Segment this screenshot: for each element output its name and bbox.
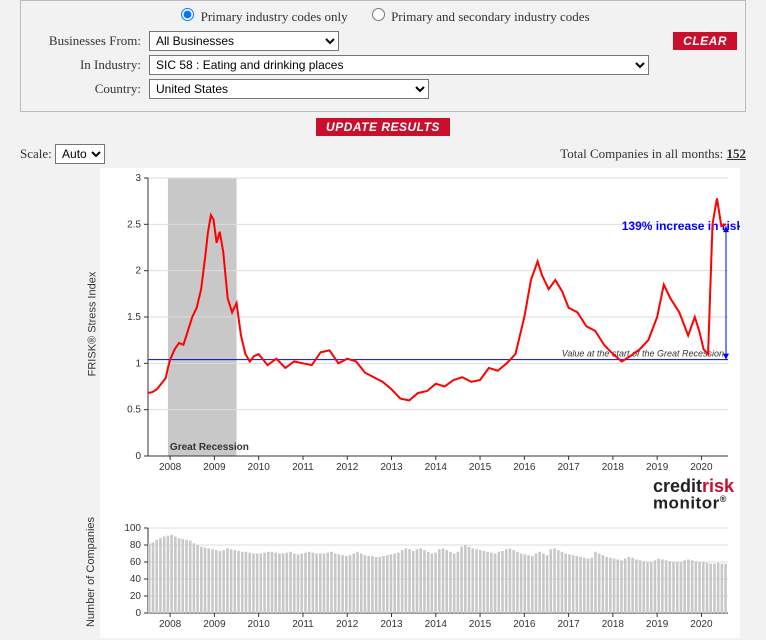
- svg-text:2008: 2008: [159, 462, 182, 473]
- radio-primary-only[interactable]: Primary industry codes only: [176, 9, 350, 24]
- svg-text:2011: 2011: [292, 462, 314, 473]
- svg-text:2010: 2010: [248, 619, 271, 630]
- country-label: Country:: [29, 81, 149, 97]
- svg-text:2019: 2019: [646, 462, 669, 473]
- company-count-chart: 0 20 40 60 80 100 2008 2009 2010 2011 2012 2013 2014…: [100, 518, 740, 638]
- svg-text:2: 2: [135, 266, 141, 277]
- svg-text:2020: 2020: [690, 619, 713, 630]
- svg-text:1: 1: [135, 358, 141, 369]
- svg-text:2008: 2008: [159, 619, 182, 630]
- in-industry-label: In Industry:: [29, 57, 149, 73]
- svg-text:2013: 2013: [380, 619, 403, 630]
- svg-text:Great Recession: Great Recession: [170, 442, 249, 453]
- svg-text:2014: 2014: [425, 462, 448, 473]
- svg-text:100: 100: [124, 523, 141, 534]
- businesses-from-select[interactable]: All Businesses: [149, 31, 339, 51]
- svg-text:2014: 2014: [425, 619, 448, 630]
- svg-text:2017: 2017: [557, 462, 580, 473]
- svg-text:2018: 2018: [602, 619, 625, 630]
- svg-text:2.5: 2.5: [127, 219, 141, 230]
- svg-text:2018: 2018: [602, 462, 625, 473]
- svg-text:1.5: 1.5: [127, 312, 141, 323]
- svg-text:2016: 2016: [513, 619, 536, 630]
- businesses-from-label: Businesses From:: [29, 33, 149, 49]
- scale-label: Scale:: [20, 146, 52, 161]
- country-select[interactable]: United States: [149, 79, 429, 99]
- total-companies-value[interactable]: 152: [727, 146, 747, 161]
- svg-text:2011: 2011: [292, 619, 314, 630]
- main-chart-ylabel: FRISK® Stress Index: [86, 272, 98, 377]
- svg-text:20: 20: [130, 591, 142, 602]
- svg-text:2010: 2010: [248, 462, 271, 473]
- brand-logo: creditrisk monitor®: [653, 478, 734, 512]
- code-scope-radios: Primary industry codes only Primary and …: [29, 5, 737, 25]
- svg-text:2009: 2009: [203, 619, 226, 630]
- lower-chart-ylabel: Number of Companies: [85, 517, 97, 627]
- scale-select[interactable]: Auto: [55, 144, 105, 164]
- svg-text:0.5: 0.5: [127, 405, 141, 416]
- frisk-stress-chart: 0 0.5 1 1.5 2 2.5 3 2008 2009 2010 2011 2012 2013 201…: [100, 168, 740, 478]
- radio-primary-secondary[interactable]: Primary and secondary industry codes: [367, 9, 590, 24]
- svg-text:0: 0: [135, 451, 141, 462]
- svg-text:2012: 2012: [336, 619, 359, 630]
- charts-container: FRISK® Stress Index 00.511.522.532008200…: [100, 168, 740, 638]
- svg-text:2020: 2020: [690, 462, 713, 473]
- svg-text:2012: 2012: [336, 462, 359, 473]
- svg-text:2009: 2009: [203, 462, 226, 473]
- svg-text:60: 60: [130, 557, 142, 568]
- svg-text:2017: 2017: [557, 619, 580, 630]
- svg-text:2015: 2015: [469, 619, 492, 630]
- svg-text:80: 80: [130, 540, 142, 551]
- svg-text:3: 3: [135, 173, 141, 184]
- in-industry-select[interactable]: SIC 58 : Eating and drinking places: [149, 55, 649, 75]
- radio-primary-only-input[interactable]: [181, 8, 194, 21]
- svg-text:2013: 2013: [380, 462, 403, 473]
- radio-primary-only-label: Primary industry codes only: [201, 9, 348, 24]
- svg-text:0: 0: [135, 608, 141, 619]
- svg-text:2016: 2016: [513, 462, 536, 473]
- svg-text:2019: 2019: [646, 619, 669, 630]
- clear-button[interactable]: CLEAR: [673, 32, 737, 50]
- total-companies-label: Total Companies in all months:: [560, 146, 723, 161]
- update-results-button[interactable]: UPDATE RESULTS: [316, 118, 450, 136]
- svg-text:40: 40: [130, 574, 142, 585]
- radio-primary-secondary-input[interactable]: [372, 8, 385, 21]
- svg-text:Value at the start of the Grea: Value at the start of the Great Recessio…: [562, 349, 724, 359]
- svg-text:2015: 2015: [469, 462, 492, 473]
- radio-primary-secondary-label: Primary and secondary industry codes: [391, 9, 590, 24]
- filter-panel: Primary industry codes only Primary and …: [20, 0, 746, 112]
